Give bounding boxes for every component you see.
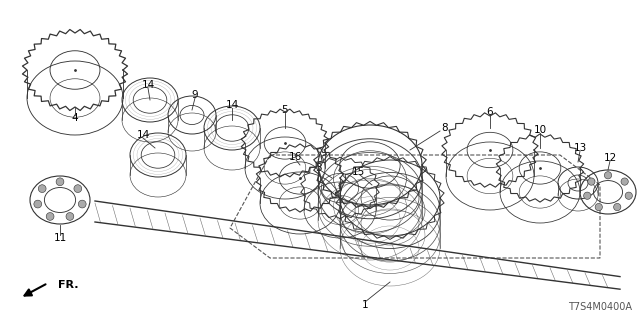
Text: 14: 14 [136, 130, 150, 140]
Text: 6: 6 [486, 107, 493, 117]
Circle shape [604, 172, 612, 179]
Circle shape [38, 185, 46, 193]
Circle shape [46, 212, 54, 220]
Text: 11: 11 [53, 233, 67, 243]
Circle shape [588, 178, 595, 185]
Text: 8: 8 [442, 123, 448, 133]
Text: 4: 4 [72, 113, 78, 123]
Circle shape [34, 200, 42, 208]
Text: FR.: FR. [58, 280, 79, 290]
Text: 14: 14 [225, 100, 239, 110]
Text: 15: 15 [351, 167, 365, 177]
Circle shape [621, 178, 628, 185]
Text: 12: 12 [604, 153, 616, 163]
Circle shape [56, 178, 64, 186]
Text: 13: 13 [573, 143, 587, 153]
Circle shape [625, 192, 632, 199]
Text: 10: 10 [533, 125, 547, 135]
Text: 1: 1 [362, 300, 368, 310]
Text: 9: 9 [192, 90, 198, 100]
Text: 14: 14 [141, 80, 155, 90]
Circle shape [614, 204, 621, 211]
Text: T7S4M0400A: T7S4M0400A [568, 302, 632, 312]
Circle shape [74, 185, 82, 193]
Circle shape [66, 212, 74, 220]
Circle shape [595, 204, 602, 211]
Circle shape [78, 200, 86, 208]
Text: 16: 16 [289, 152, 301, 162]
Text: 3: 3 [315, 163, 321, 173]
Text: 5: 5 [282, 105, 288, 115]
Circle shape [584, 192, 591, 199]
